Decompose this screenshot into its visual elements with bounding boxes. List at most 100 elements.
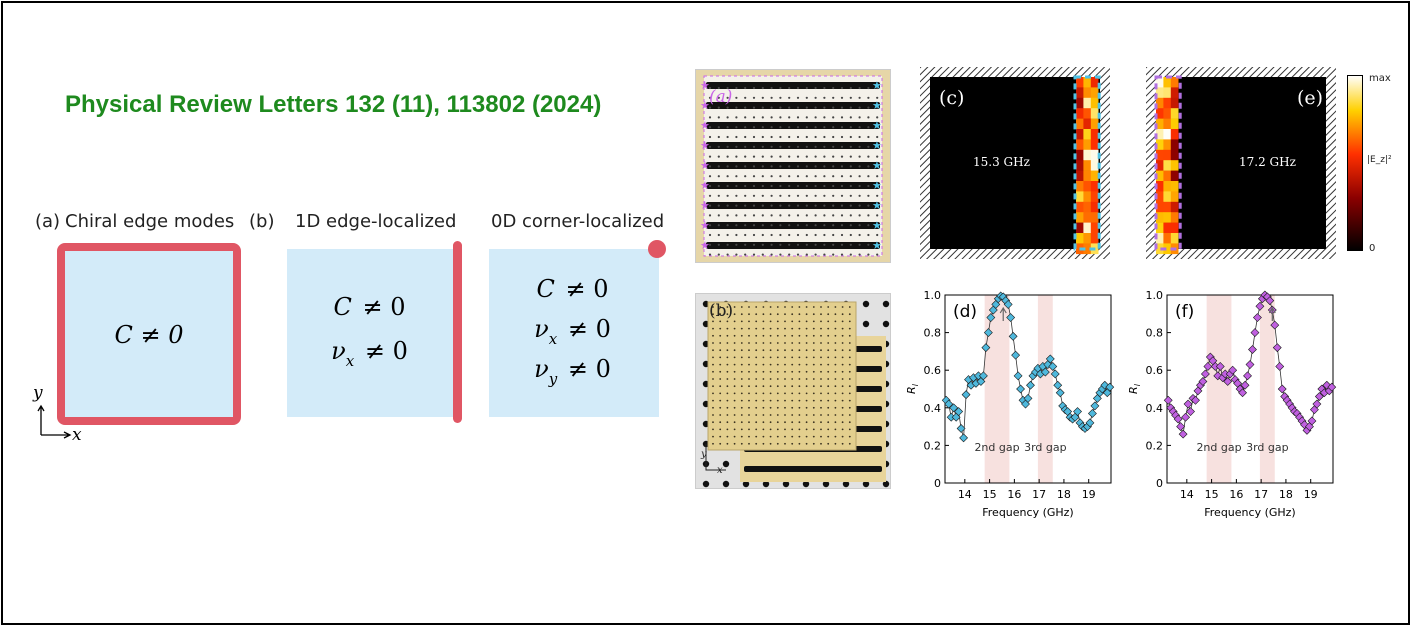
grid-dot: [735, 214, 738, 217]
plate-hole: [805, 421, 808, 424]
grid-dot: [849, 214, 852, 217]
plate-hole: [762, 356, 765, 359]
plate-hole: [755, 342, 758, 344]
grid-dot: [752, 214, 756, 217]
grid-dot: [788, 126, 791, 129]
plate-hole: [712, 435, 714, 438]
plate-hole: [726, 399, 729, 402]
grid-dot: [717, 224, 720, 227]
grid-dot: [832, 126, 835, 129]
plate-hole: [827, 435, 830, 438]
grid-dot: [814, 116, 817, 119]
grid-dot: [814, 126, 817, 129]
plate-hole: [848, 428, 851, 431]
panel-a-title: Chiral edge modes: [65, 211, 235, 232]
plate-hole: [827, 370, 830, 373]
plate-hole: [841, 414, 844, 416]
plate-hole: [827, 385, 830, 388]
grid-dot: [752, 106, 756, 109]
data-point: [1013, 371, 1023, 381]
plate-hole: [719, 313, 722, 316]
plate-hole: [848, 370, 851, 373]
grid-dot: [770, 175, 773, 178]
grid-dot: [708, 253, 712, 256]
plate-hole: [755, 421, 758, 424]
plate-hole: [812, 385, 815, 388]
grid-dot: [788, 204, 791, 207]
grid-dot: [788, 135, 791, 139]
rod-row: [706, 102, 880, 109]
edge-chern-line: C ≠ 0: [333, 293, 406, 321]
grid-dot: [788, 184, 791, 188]
plate-hole: [791, 306, 794, 308]
plate-hole: [726, 349, 729, 352]
grid-dot: [761, 145, 764, 148]
grid-dot: [708, 145, 712, 148]
panel-c-title: 0D corner-localized: [491, 211, 665, 232]
grid-dot: [814, 135, 817, 139]
edge-localized-box: C ≠ 0 νx ≠ 0: [287, 249, 455, 417]
data-point: [1048, 362, 1058, 371]
plot-d: 2nd gap 3rd gap 14 15 16 17 18 19 0 0.2 0.4 0.6 0.8 1…: [905, 289, 1115, 519]
grid-dot: [735, 194, 738, 197]
data-point: [1102, 388, 1112, 398]
grid-dot: [708, 165, 712, 168]
plate-hole: [769, 399, 772, 402]
plate-hole: [784, 363, 786, 366]
data-point: [1272, 343, 1282, 353]
plate-hole: [755, 406, 758, 409]
grid-dot: [867, 116, 870, 119]
grid-dot: [717, 155, 720, 158]
plate-hole: [812, 428, 815, 431]
rod-row: [706, 182, 880, 189]
plate-hole: [805, 349, 808, 352]
rod-row: [706, 162, 880, 169]
field-cell: [1156, 160, 1164, 171]
field-cell: [1090, 191, 1099, 203]
plate-hole: [719, 385, 722, 388]
y-tick-label: 0.2: [1146, 439, 1164, 452]
plate-hole: [719, 370, 722, 373]
rod-row: [706, 222, 880, 229]
data-point: [959, 433, 969, 443]
data-point: [976, 377, 986, 386]
grid-dot: [717, 204, 720, 207]
plate-hole: [776, 363, 779, 366]
top-plate: [707, 301, 857, 451]
plate-hole: [791, 392, 794, 395]
plate-hole: [827, 414, 830, 416]
grid-dot: [788, 165, 791, 168]
data-point: [1040, 367, 1050, 377]
plate-hole: [733, 399, 736, 402]
plate-hole: [798, 327, 801, 330]
plate-hole: [748, 421, 750, 424]
grid-dot: [770, 86, 773, 90]
grid-dot: [805, 135, 808, 139]
plate-hole: [791, 406, 794, 409]
axes-arrow-icon: [37, 404, 72, 439]
plate-hole: [769, 428, 772, 431]
field-cell: [1156, 212, 1164, 223]
plate-hole: [805, 406, 808, 409]
grid-dot: [770, 253, 773, 256]
grid-dot: [867, 165, 870, 168]
field-map-c-label: (c): [939, 87, 965, 109]
grid-dot: [744, 243, 747, 246]
grid-dot: [832, 116, 835, 119]
plate-hole: [820, 356, 822, 359]
plate-hole: [805, 320, 808, 323]
grid-dot: [823, 194, 826, 197]
plate-hole: [812, 349, 815, 352]
grid-dot: [726, 253, 729, 256]
plate-hole: [776, 421, 779, 424]
grid-dot: [744, 224, 747, 227]
field-cell: [1170, 139, 1179, 151]
grid-dot: [779, 96, 782, 99]
table-hole: [722, 480, 730, 488]
plate-hole: [791, 428, 794, 431]
plate-hole: [762, 414, 765, 416]
plate-hole: [712, 342, 714, 344]
grid-dot: [779, 126, 782, 129]
plate-hole: [820, 334, 822, 337]
plate-hole: [784, 306, 786, 308]
